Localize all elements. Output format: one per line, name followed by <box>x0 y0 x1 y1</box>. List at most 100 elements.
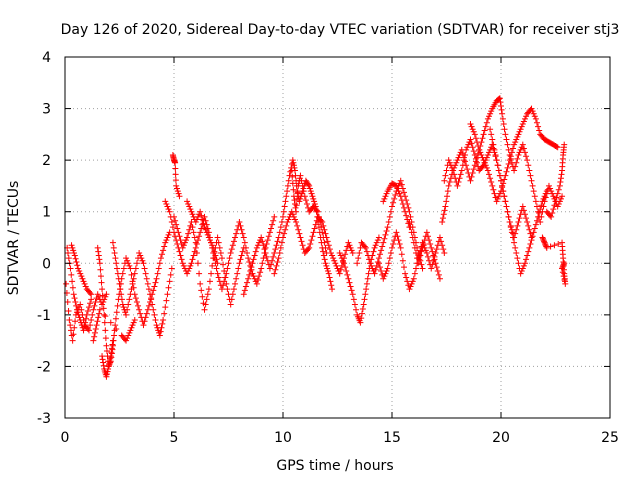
data-point-plus-marker <box>293 202 300 209</box>
data-point-plus-marker <box>469 170 476 177</box>
data-point-plus-marker <box>415 260 422 267</box>
data-point-plus-marker <box>280 208 287 215</box>
data-point-plus-marker <box>202 226 209 233</box>
data-point-plus-marker <box>193 249 200 256</box>
data-point-plus-marker <box>469 144 476 151</box>
data-point-plus-marker <box>81 323 88 330</box>
data-point-plus-marker <box>396 240 403 247</box>
data-point-plus-marker <box>536 210 543 217</box>
data-point-plus-marker <box>118 291 125 298</box>
data-point-plus-marker <box>309 233 316 240</box>
data-point-plus-marker <box>453 159 460 166</box>
data-point-plus-marker <box>108 345 115 352</box>
data-point-plus-marker <box>554 190 561 197</box>
data-point-plus-marker <box>392 191 399 198</box>
data-point-plus-marker <box>283 222 290 229</box>
data-point-plus-marker <box>213 256 220 263</box>
data-point-plus-marker <box>521 260 528 267</box>
data-point-plus-marker <box>311 225 318 232</box>
data-point-plus-marker <box>385 219 392 226</box>
data-point-plus-marker <box>124 306 131 313</box>
data-point-plus-marker <box>224 286 231 293</box>
data-point-plus-marker <box>174 188 181 195</box>
data-point-plus-marker <box>521 149 528 156</box>
data-point-plus-marker <box>165 206 172 213</box>
data-point-plus-marker <box>242 283 249 290</box>
data-point-plus-marker <box>336 249 343 256</box>
data-point-plus-marker <box>66 317 73 324</box>
data-point-plus-marker <box>345 239 352 246</box>
data-point-plus-marker <box>429 261 436 268</box>
data-point-plus-marker <box>492 151 499 158</box>
data-point-plus-marker <box>459 162 466 169</box>
data-point-plus-marker <box>441 207 448 214</box>
data-point-plus-marker <box>475 142 482 149</box>
data-point-plus-marker <box>189 256 196 263</box>
data-point-plus-marker <box>363 248 370 255</box>
data-point-plus-marker <box>68 271 75 278</box>
data-point-plus-marker <box>487 126 494 133</box>
data-point-plus-marker <box>180 242 187 249</box>
data-point-plus-marker <box>428 265 435 272</box>
data-point-plus-marker <box>463 146 470 153</box>
data-point-plus-marker <box>96 260 103 267</box>
data-point-plus-marker <box>560 261 567 268</box>
data-point-plus-marker <box>182 237 189 244</box>
data-point-plus-marker <box>95 314 102 321</box>
data-point-plus-marker <box>275 255 282 262</box>
data-point-plus-marker <box>488 131 495 138</box>
data-point-plus-marker <box>68 242 75 249</box>
data-point-plus-marker <box>81 280 88 287</box>
data-point-plus-marker <box>80 327 87 334</box>
data-point-plus-marker <box>192 239 199 246</box>
data-point-plus-marker <box>64 298 71 305</box>
data-point-plus-marker <box>175 229 182 236</box>
data-point-plus-marker <box>381 235 388 242</box>
data-point-plus-marker <box>418 261 425 268</box>
data-point-plus-marker <box>85 327 92 334</box>
data-point-plus-marker <box>400 189 407 196</box>
data-point-plus-marker <box>506 157 513 164</box>
data-point-plus-marker <box>190 229 197 236</box>
data-point-plus-marker <box>391 195 398 202</box>
data-point-plus-marker <box>236 260 243 267</box>
data-point-plus-marker <box>529 233 536 240</box>
data-point-plus-marker <box>416 256 423 263</box>
data-point-plus-marker <box>395 188 402 195</box>
y-tick-label: 3 <box>42 102 51 118</box>
data-point-plus-marker <box>323 249 330 256</box>
data-point-plus-marker <box>427 240 434 247</box>
data-point-plus-marker <box>501 176 508 183</box>
data-point-plus-marker <box>69 278 76 285</box>
data-point-plus-marker <box>190 252 197 259</box>
data-point-plus-marker <box>245 255 252 262</box>
data-point-plus-marker <box>549 210 556 217</box>
data-point-plus-marker <box>525 162 532 169</box>
data-point-plus-marker <box>512 230 519 237</box>
data-point-plus-marker <box>102 327 109 334</box>
data-point-plus-marker <box>496 190 503 197</box>
data-point-plus-marker <box>172 165 179 172</box>
data-point-plus-marker <box>384 265 391 272</box>
data-point-plus-marker <box>303 200 310 207</box>
data-point-plus-marker <box>349 249 356 256</box>
data-point-plus-marker <box>204 291 211 298</box>
data-point-plus-marker <box>318 224 325 231</box>
data-point-plus-marker <box>222 274 229 281</box>
data-point-plus-marker <box>292 204 299 211</box>
data-point-plus-marker <box>163 297 170 304</box>
data-point-plus-marker <box>306 182 313 189</box>
data-point-plus-marker <box>220 282 227 289</box>
data-point-plus-marker <box>111 332 118 339</box>
data-point-plus-marker <box>76 314 83 321</box>
data-point-plus-marker <box>141 265 148 272</box>
data-point-plus-marker <box>468 173 475 180</box>
data-point-plus-marker <box>289 211 296 218</box>
data-point-plus-marker <box>520 207 527 214</box>
data-point-plus-marker <box>324 268 331 275</box>
data-point-plus-marker <box>480 131 487 138</box>
data-point-plus-marker <box>387 249 394 256</box>
data-point-plus-marker <box>537 219 544 226</box>
data-point-plus-marker <box>123 311 130 318</box>
data-point-plus-marker <box>502 198 509 205</box>
